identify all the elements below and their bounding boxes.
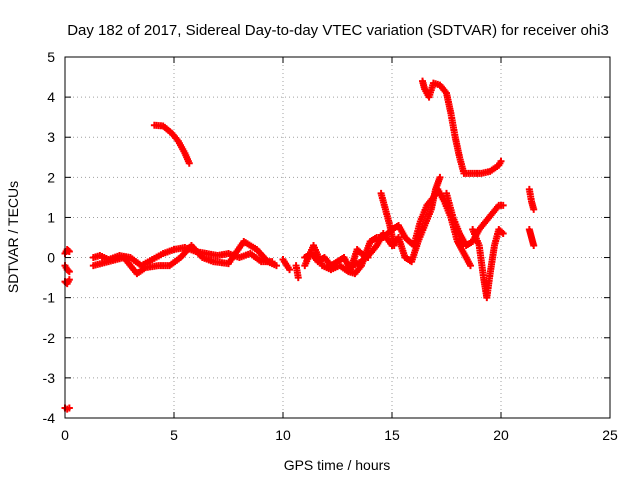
- x-axis-label: GPS time / hours: [284, 457, 391, 473]
- y-tick-label: -4: [43, 410, 56, 426]
- axis-ticks: 0 5 10 15 20 25 -4 -3 -2 -1 0 1 2 3 4 5: [43, 49, 618, 443]
- data-point: [286, 266, 294, 274]
- data-points: [61, 77, 538, 413]
- chart-title: Day 182 of 2017, Sidereal Day-to-day VTE…: [67, 22, 609, 39]
- data-point: [272, 262, 280, 270]
- data-point: [294, 274, 302, 282]
- data-point: [65, 248, 73, 256]
- x-tick-label: 10: [275, 427, 291, 443]
- y-axis-label: SDTVAR / TECUs: [5, 181, 21, 293]
- x-tick-label: 5: [170, 427, 178, 443]
- y-tick-label: 0: [47, 250, 55, 266]
- y-tick-label: 5: [47, 49, 55, 65]
- y-tick-label: 2: [47, 169, 55, 185]
- y-tick-label: -3: [43, 370, 56, 386]
- data-point: [530, 242, 538, 250]
- plot-frame: [64, 56, 611, 419]
- grid-lines: [65, 57, 610, 418]
- data-point: [499, 201, 507, 209]
- data-point: [185, 159, 193, 167]
- data-point: [530, 205, 538, 213]
- x-tick-label: 20: [493, 427, 509, 443]
- data-point: [64, 267, 72, 275]
- data-point: [390, 242, 398, 250]
- data-point: [497, 157, 505, 165]
- data-point: [499, 229, 507, 237]
- x-tick-label: 0: [61, 427, 69, 443]
- x-tick-label: 15: [384, 427, 400, 443]
- x-tick-label: 25: [602, 427, 618, 443]
- data-point: [64, 247, 72, 255]
- y-tick-label: 4: [47, 89, 55, 105]
- y-tick-label: 3: [47, 129, 55, 145]
- data-point: [65, 276, 73, 284]
- y-tick-label: 1: [47, 209, 55, 225]
- data-point: [436, 173, 444, 181]
- data-point: [466, 262, 474, 270]
- data-point: [65, 268, 73, 276]
- y-tick-label: -2: [43, 330, 56, 346]
- y-tick-label: -1: [43, 290, 56, 306]
- data-point: [65, 404, 73, 412]
